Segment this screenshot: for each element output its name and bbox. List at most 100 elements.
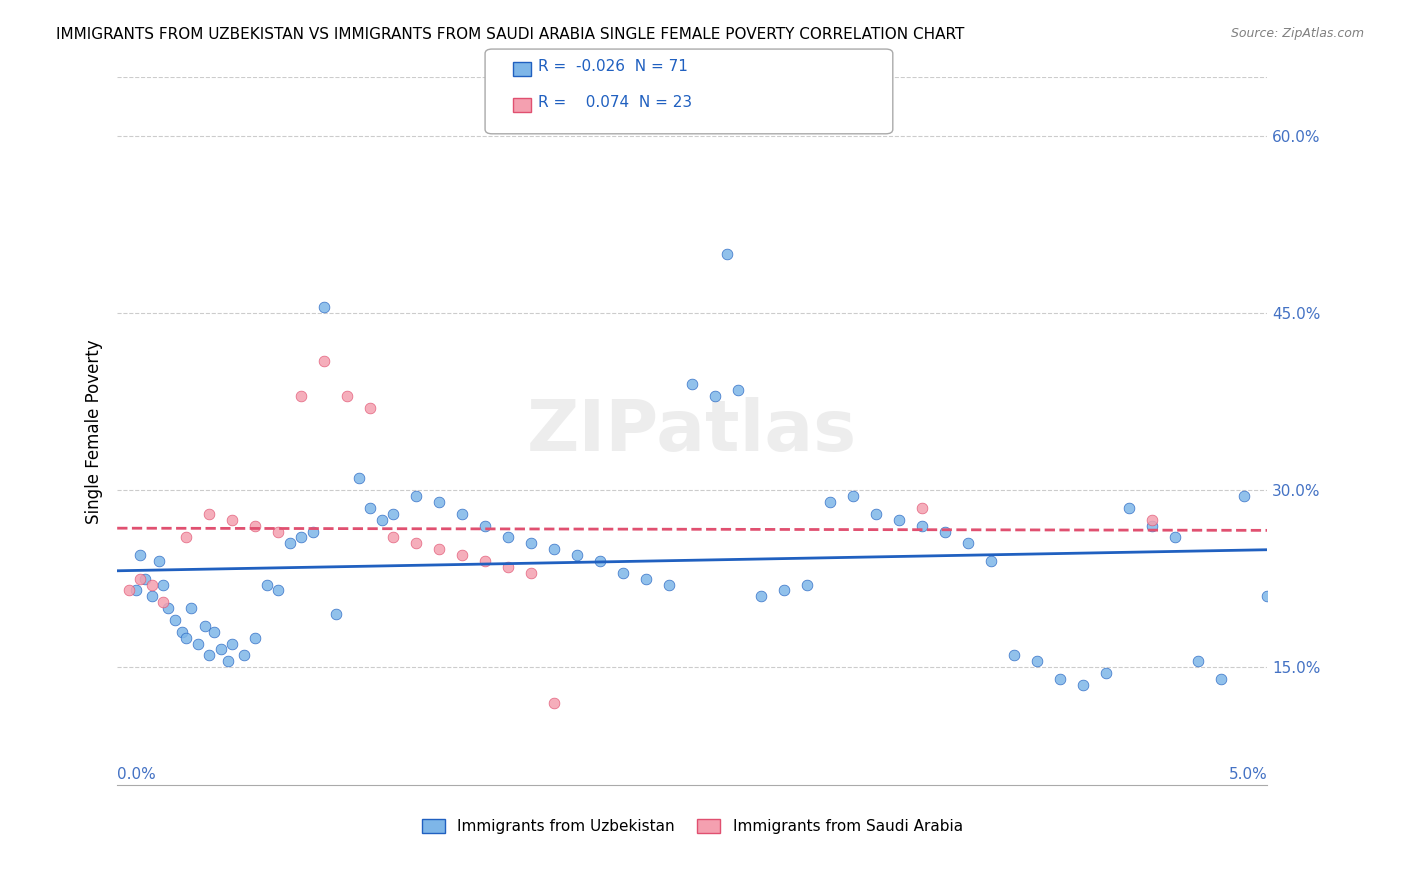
Point — [267, 524, 290, 539]
Point — [980, 554, 1002, 568]
Point — [589, 554, 612, 568]
Point — [174, 530, 197, 544]
Point — [325, 607, 347, 621]
Point — [336, 389, 359, 403]
Point — [520, 566, 543, 580]
Legend: Immigrants from Uzbekistan, Immigrants from Saudi Arabia: Immigrants from Uzbekistan, Immigrants f… — [422, 819, 963, 834]
Text: R =  -0.026  N = 71: R = -0.026 N = 71 — [538, 60, 688, 74]
Point — [405, 536, 427, 550]
Point — [170, 624, 193, 639]
Point — [245, 518, 267, 533]
Text: 5.0%: 5.0% — [1229, 767, 1267, 782]
Point — [221, 513, 243, 527]
Point — [1211, 672, 1233, 686]
Point — [716, 247, 738, 261]
Point — [427, 495, 450, 509]
Point — [796, 577, 818, 591]
Point — [347, 471, 370, 485]
Point — [451, 548, 474, 562]
Point — [567, 548, 589, 562]
Point — [187, 636, 209, 650]
Point — [245, 631, 267, 645]
Point — [889, 513, 911, 527]
Point — [865, 507, 887, 521]
Point — [278, 536, 301, 550]
Point — [451, 507, 474, 521]
Point — [474, 554, 496, 568]
Point — [1049, 672, 1071, 686]
Point — [1002, 648, 1025, 663]
Point — [198, 507, 221, 521]
Point — [1233, 489, 1256, 503]
Point — [129, 572, 152, 586]
Point — [749, 590, 772, 604]
Point — [314, 301, 336, 315]
Point — [1187, 654, 1209, 668]
Point — [543, 696, 565, 710]
Point — [148, 554, 170, 568]
Point — [141, 577, 163, 591]
Point — [124, 583, 146, 598]
Point — [957, 536, 980, 550]
Point — [1256, 590, 1278, 604]
Point — [773, 583, 796, 598]
Text: R =    0.074  N = 23: R = 0.074 N = 23 — [538, 95, 692, 110]
Point — [520, 536, 543, 550]
Point — [1026, 654, 1049, 668]
Point — [129, 548, 152, 562]
Point — [1164, 530, 1187, 544]
Point — [256, 577, 278, 591]
Point — [180, 601, 202, 615]
Point — [290, 389, 312, 403]
Point — [382, 530, 405, 544]
Point — [359, 401, 381, 415]
Point — [842, 489, 865, 503]
Point — [727, 383, 749, 397]
Point — [1118, 500, 1140, 515]
Point — [820, 495, 842, 509]
Point — [359, 500, 381, 515]
Point — [496, 530, 519, 544]
Point — [163, 613, 186, 627]
Point — [134, 572, 156, 586]
Point — [118, 583, 141, 598]
Point — [209, 642, 232, 657]
Point — [1071, 678, 1094, 692]
Point — [474, 518, 496, 533]
Point — [911, 500, 934, 515]
Point — [405, 489, 427, 503]
Point — [704, 389, 727, 403]
Point — [911, 518, 934, 533]
Point — [681, 377, 703, 392]
Point — [314, 353, 336, 368]
Point — [232, 648, 254, 663]
Point — [152, 577, 174, 591]
Text: ZIPatlas: ZIPatlas — [527, 397, 858, 466]
Point — [370, 513, 392, 527]
Point — [174, 631, 197, 645]
Point — [301, 524, 323, 539]
Point — [496, 560, 519, 574]
Point — [543, 542, 565, 557]
Point — [1142, 518, 1164, 533]
Point — [290, 530, 312, 544]
Point — [636, 572, 658, 586]
Point — [934, 524, 956, 539]
Point — [156, 601, 179, 615]
Point — [198, 648, 221, 663]
Point — [217, 654, 239, 668]
Point — [382, 507, 405, 521]
Point — [152, 595, 174, 609]
Point — [202, 624, 225, 639]
Text: 0.0%: 0.0% — [117, 767, 156, 782]
Text: IMMIGRANTS FROM UZBEKISTAN VS IMMIGRANTS FROM SAUDI ARABIA SINGLE FEMALE POVERTY: IMMIGRANTS FROM UZBEKISTAN VS IMMIGRANTS… — [56, 27, 965, 42]
Point — [267, 583, 290, 598]
Point — [221, 636, 243, 650]
Point — [612, 566, 634, 580]
Text: Source: ZipAtlas.com: Source: ZipAtlas.com — [1230, 27, 1364, 40]
Point — [141, 590, 163, 604]
Point — [658, 577, 681, 591]
Point — [1142, 513, 1164, 527]
Y-axis label: Single Female Poverty: Single Female Poverty — [86, 339, 103, 524]
Point — [427, 542, 450, 557]
